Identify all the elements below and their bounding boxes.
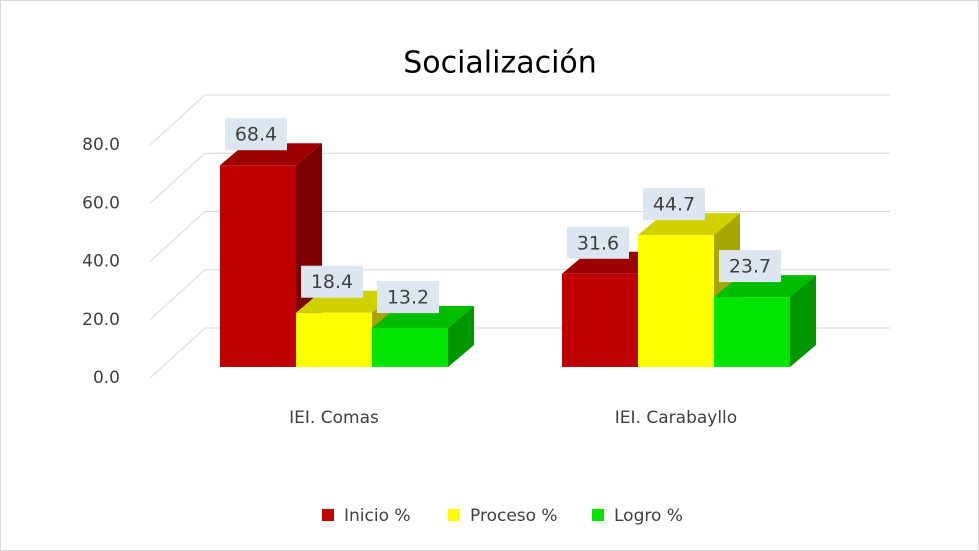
x-tick-label: IEI. Carabayllo [615, 408, 737, 428]
legend-swatch [448, 509, 460, 521]
data-label-box [225, 118, 287, 151]
grid-line [149, 211, 206, 262]
bar-front [638, 235, 714, 367]
bar-front [220, 165, 296, 367]
y-tick-label: 60.0 [82, 193, 120, 213]
legend-label: Proceso % [470, 506, 558, 526]
bar [714, 275, 816, 367]
y-tick-label: 0.0 [93, 368, 120, 388]
grid-line [149, 327, 206, 379]
legend-swatch [322, 509, 334, 521]
x-tick-label: IEI. Comas [289, 408, 379, 428]
grid-line [149, 269, 206, 321]
chart-title: Socialización [403, 46, 597, 81]
legend-label: Logro % [614, 506, 683, 526]
data-label-box [719, 250, 781, 283]
bar-front [372, 328, 448, 367]
y-tick-label: 80.0 [82, 135, 120, 155]
y-tick-label: 20.0 [82, 310, 120, 330]
data-label: 44.7 [653, 194, 695, 216]
bar-front [714, 297, 790, 367]
data-label-box [567, 226, 629, 259]
bar-front [296, 312, 372, 367]
y-tick-label: 40.0 [82, 252, 120, 272]
bar-side [790, 275, 816, 367]
data-label: 23.7 [729, 256, 771, 278]
data-label-box [643, 188, 705, 221]
legend-label: Inicio % [344, 506, 411, 526]
grid-line [149, 94, 206, 146]
data-label: 13.2 [387, 287, 429, 309]
bar [372, 306, 474, 367]
bar-front [562, 273, 638, 367]
data-label: 31.6 [577, 232, 619, 254]
data-label: 18.4 [311, 271, 353, 293]
legend-swatch [592, 509, 604, 521]
grid-line [149, 152, 206, 204]
data-label-box [301, 265, 363, 298]
data-label: 68.4 [235, 124, 277, 146]
data-label-box [377, 281, 439, 314]
bar-side [448, 306, 474, 367]
